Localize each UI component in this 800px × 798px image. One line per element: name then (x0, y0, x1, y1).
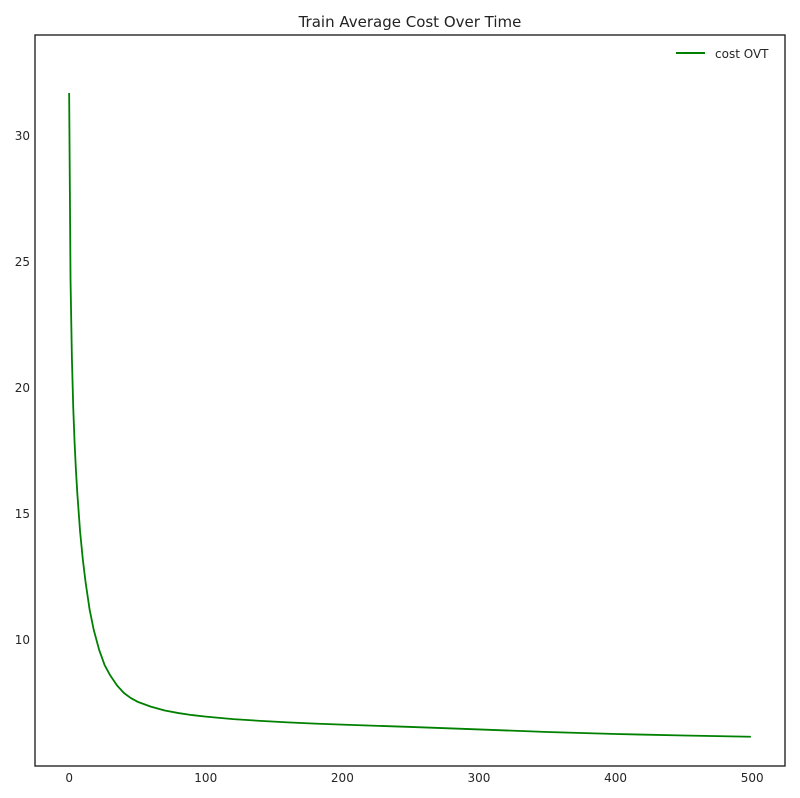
chart-title: Train Average Cost Over Time (298, 13, 522, 31)
series-line-cost-ovt (68, 92, 751, 738)
plot-frame (34, 34, 786, 767)
x-tick-label: 500 (741, 771, 764, 785)
y-tick-label: 10 (15, 633, 30, 647)
x-tick-label: 0 (65, 771, 73, 785)
legend-label-cost-ovt: cost OVT (715, 47, 769, 61)
series-layer (68, 92, 751, 738)
y-tick-label: 25 (15, 255, 30, 269)
x-tick-label: 200 (331, 771, 354, 785)
y-tick-label: 15 (15, 507, 30, 521)
x-tick-label: 400 (604, 771, 627, 785)
x-tick-label: 100 (194, 771, 217, 785)
x-axis-ticks: 0 100 200 300 400 500 (65, 771, 763, 785)
x-tick-label: 300 (468, 771, 491, 785)
y-axis-ticks: 10 15 20 25 30 (15, 129, 30, 647)
y-tick-label: 30 (15, 129, 30, 143)
legend: cost OVT (676, 47, 769, 61)
y-tick-label: 20 (15, 381, 30, 395)
